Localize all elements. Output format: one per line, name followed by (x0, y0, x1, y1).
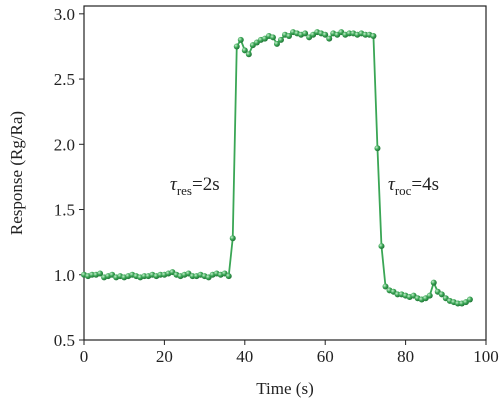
x-tick-label: 0 (80, 347, 89, 366)
x-tick-label: 20 (156, 347, 173, 366)
y-tick-label: 1.5 (54, 201, 75, 220)
data-point (426, 292, 433, 299)
plot-frame (83, 5, 487, 341)
data-point (302, 30, 309, 37)
data-point (322, 31, 329, 38)
data-point (241, 47, 248, 54)
y-tick-label: 1.0 (54, 266, 75, 285)
x-axis-label: Time (s) (256, 379, 313, 398)
y-tick-label: 0.5 (54, 331, 75, 350)
data-point (382, 283, 389, 290)
y-tick-label: 3.0 (54, 5, 75, 24)
data-point (245, 51, 252, 58)
data-point (374, 145, 381, 152)
data-point (273, 40, 280, 47)
data-point (97, 270, 104, 277)
y-tick-label: 2.0 (54, 135, 75, 154)
annotation: τroc=4s (388, 174, 439, 198)
data-point (378, 243, 385, 250)
data-point (233, 43, 240, 50)
y-tick-label: 2.5 (54, 70, 75, 89)
data-point (269, 34, 276, 41)
x-tick-label: 100 (473, 347, 499, 366)
data-point (438, 291, 445, 298)
data-point (286, 33, 293, 40)
annotation: τres=2s (170, 174, 220, 198)
data-point (225, 273, 232, 280)
data-point (370, 33, 377, 40)
data-point (229, 235, 236, 242)
data-point (277, 36, 284, 43)
x-tick-label: 40 (236, 347, 253, 366)
data-point (466, 296, 473, 303)
series-line (83, 31, 471, 305)
data-point (237, 36, 244, 43)
x-tick-label: 60 (317, 347, 334, 366)
x-tick-label: 80 (397, 347, 414, 366)
data-point (430, 279, 437, 286)
data-point (326, 35, 333, 42)
y-axis-label: Response (Rg/Ra) (7, 111, 26, 235)
